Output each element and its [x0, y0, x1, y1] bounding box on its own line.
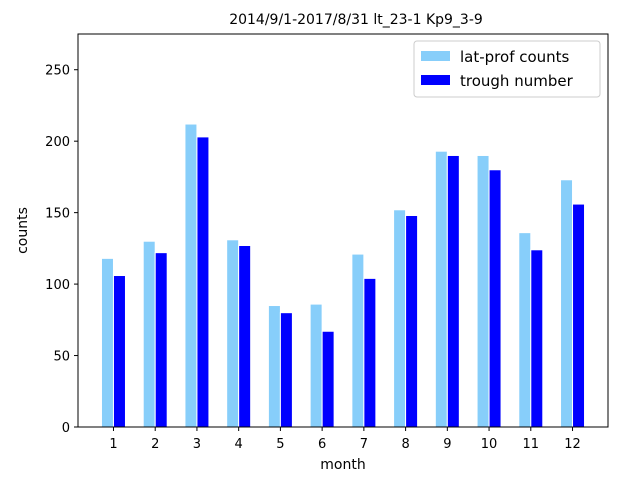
- x-tick-label: 2: [151, 437, 159, 452]
- bar-trough-number-12: [572, 203, 586, 428]
- bar-trough-number-10: [488, 169, 502, 428]
- x-tick-label: 1: [109, 437, 117, 452]
- bar-trough-number-1: [112, 275, 126, 428]
- bar-trough-number-6: [321, 330, 335, 428]
- legend-swatch: [421, 75, 450, 85]
- bar-lat-prof-counts-2: [142, 240, 156, 428]
- chart-title: 2014/9/1-2017/8/31 lt_23-1 Kp9_3-9: [229, 12, 483, 28]
- x-tick-label: 5: [276, 437, 284, 452]
- bar-trough-number-8: [405, 214, 419, 428]
- x-tick-label: 8: [401, 437, 409, 452]
- x-tick-label: 12: [564, 437, 581, 452]
- bar-lat-prof-counts-10: [476, 154, 490, 428]
- bar-lat-prof-counts-5: [267, 305, 281, 428]
- y-tick-label: 100: [45, 278, 70, 293]
- y-axis-ticks: 0 50 100 150 200 250: [45, 64, 78, 436]
- legend-label: trough number: [460, 72, 574, 90]
- bar-trough-number-5: [279, 312, 293, 428]
- bar-lat-prof-counts-4: [226, 239, 240, 428]
- plot-area-frame: [77, 33, 609, 428]
- x-axis-title: month: [320, 457, 365, 473]
- bar-lat-prof-counts-1: [100, 257, 114, 428]
- y-tick-label: 200: [45, 135, 70, 150]
- bar-trough-number-2: [154, 252, 168, 428]
- x-tick-label: 11: [523, 437, 540, 452]
- bar-lat-prof-counts-9: [434, 150, 448, 428]
- bar-lat-prof-counts-12: [560, 179, 574, 428]
- bar-lat-prof-counts-6: [309, 303, 323, 428]
- x-tick-label: 6: [318, 437, 326, 452]
- x-axis-ticks: 1 2 3 4 5 6 7 8 9 10 11 12: [109, 427, 581, 452]
- x-tick-label: 9: [443, 437, 451, 452]
- y-tick-label: 150: [45, 207, 70, 222]
- x-tick-label: 10: [481, 437, 498, 452]
- x-tick-label: 3: [193, 437, 201, 452]
- bar-trough-number-7: [363, 277, 377, 428]
- legend: lat-prof counts trough number: [413, 40, 601, 98]
- bar-lat-prof-counts-3: [184, 123, 198, 428]
- y-tick-label: 50: [53, 350, 70, 365]
- legend-swatch: [421, 51, 450, 61]
- legend-label: lat-prof counts: [460, 48, 570, 66]
- bar-trough-number-3: [196, 136, 210, 428]
- y-tick-label: 0: [62, 421, 70, 436]
- x-tick-label: 7: [360, 437, 368, 452]
- bar-trough-number-4: [238, 245, 252, 428]
- y-tick-label: 250: [45, 64, 70, 79]
- bars-layer: [100, 123, 586, 428]
- bar-lat-prof-counts-8: [393, 209, 407, 428]
- bar-lat-prof-counts-11: [518, 232, 532, 428]
- x-tick-label: 4: [235, 437, 243, 452]
- bar-trough-number-11: [530, 249, 544, 428]
- bar-trough-number-9: [446, 154, 460, 428]
- legend-box: [413, 40, 601, 98]
- y-axis-title: counts: [15, 207, 31, 254]
- bar-lat-prof-counts-7: [351, 253, 365, 428]
